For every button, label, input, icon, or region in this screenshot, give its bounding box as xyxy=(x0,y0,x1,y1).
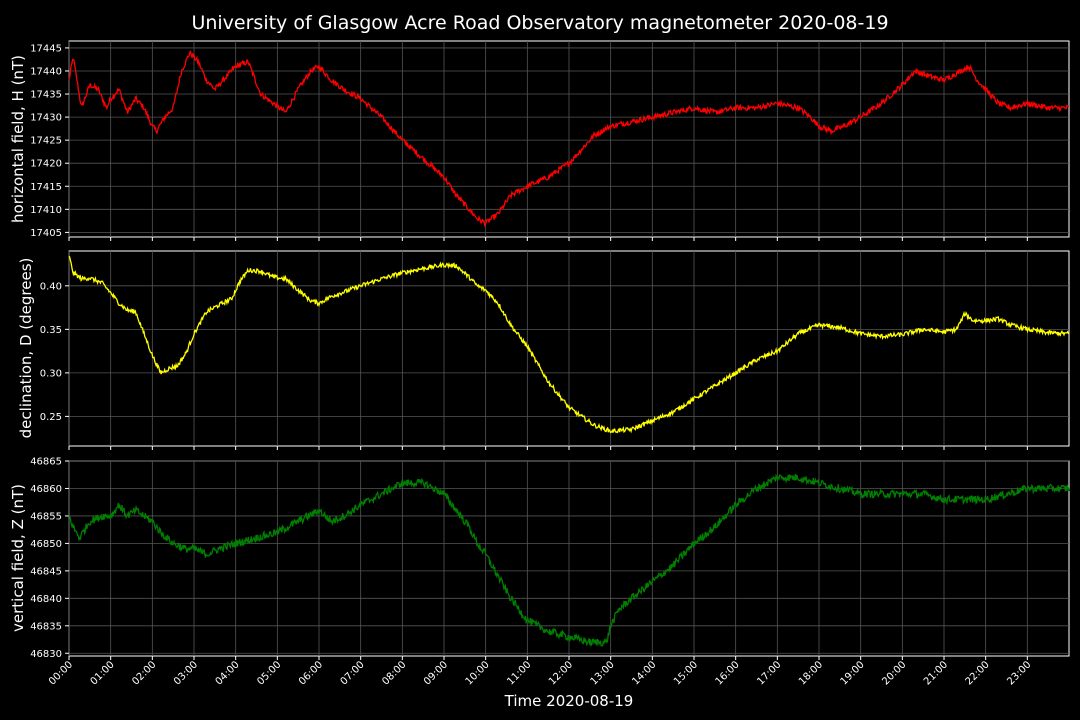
x-tick-label: 22:00 xyxy=(964,659,992,687)
panel-h-grid xyxy=(68,41,1069,241)
panel-h-series-line xyxy=(68,50,1070,228)
panel-vertical-field: 46830 46835 46840 46845 46850 46855 46860 46865… xyxy=(9,457,1070,660)
x-tick-label: 21:00 xyxy=(922,659,950,687)
y-tick-label: 0.35 xyxy=(40,325,62,336)
x-axis-label: Time 2020-08-19 xyxy=(504,692,634,710)
panel-z-series-line xyxy=(68,473,1070,647)
x-tick-label: 15:00 xyxy=(672,659,700,687)
y-tick-label: 17435 xyxy=(30,90,62,101)
y-tick-label: 46830 xyxy=(30,649,62,660)
panel-d-yticks: 0.25 0.30 0.35 0.40 xyxy=(40,281,69,423)
y-tick-label: 17440 xyxy=(30,66,62,77)
x-tick-label: 14:00 xyxy=(630,659,658,687)
panel-horizontal-field: 17405 17410 17415 17420 17425 17430 17435 17440… xyxy=(9,40,1070,241)
y-tick-label: 17430 xyxy=(30,113,62,124)
x-tick-label: 19:00 xyxy=(839,659,867,687)
panel-d-series-line xyxy=(68,255,1070,434)
x-tick-label: 10:00 xyxy=(464,659,492,687)
x-axis-ticks: 00:00 01:00 02:00 03:00 04:00 05:00 06:00 07:00… xyxy=(47,659,1033,687)
x-tick-label: 11:00 xyxy=(505,659,533,687)
x-tick-label: 07:00 xyxy=(339,659,367,687)
x-tick-label: 00:00 xyxy=(47,659,75,687)
panel-z-yticks: 46830 46835 46840 46845 46850 46855 46860 46865 xyxy=(30,457,69,660)
y-tick-label: 46850 xyxy=(30,539,62,550)
x-tick-label: 09:00 xyxy=(422,659,450,687)
x-tick-label: 20:00 xyxy=(880,659,908,687)
y-tick-label: 0.30 xyxy=(40,368,62,379)
x-tick-label: 18:00 xyxy=(797,659,825,687)
x-tick-label: 04:00 xyxy=(214,659,242,687)
y-tick-label: 46840 xyxy=(30,594,62,605)
y-tick-label: 46855 xyxy=(30,511,62,522)
x-tick-label: 13:00 xyxy=(589,659,617,687)
y-tick-label: 17445 xyxy=(30,43,62,54)
y-tick-label: 46860 xyxy=(30,484,62,495)
panel-d-ylabel: declination, D (degrees) xyxy=(17,258,35,439)
y-tick-label: 17410 xyxy=(30,205,62,216)
y-tick-label: 46865 xyxy=(30,457,62,468)
x-tick-label: 08:00 xyxy=(380,659,408,687)
x-tick-label: 03:00 xyxy=(172,659,200,687)
x-tick-label: 02:00 xyxy=(130,659,158,687)
panel-declination: 0.25 0.30 0.35 0.40 declination, D (degrees… xyxy=(17,250,1070,450)
y-tick-label: 17425 xyxy=(30,136,62,147)
panel-z-ylabel: vertical field, Z (nT) xyxy=(9,484,27,632)
x-tick-label: 06:00 xyxy=(297,659,325,687)
y-tick-label: 0.40 xyxy=(40,281,62,292)
y-tick-label: 17415 xyxy=(30,182,62,193)
x-tick-label: 17:00 xyxy=(755,659,783,687)
panel-d-grid xyxy=(68,251,1069,450)
y-tick-label: 46835 xyxy=(30,621,62,632)
x-tick-label: 05:00 xyxy=(255,659,283,687)
y-tick-label: 17405 xyxy=(30,228,62,239)
y-tick-label: 0.25 xyxy=(40,412,62,423)
x-tick-label: 23:00 xyxy=(1005,659,1033,687)
panel-h-yticks: 17405 17410 17415 17420 17425 17430 17435 17440… xyxy=(30,43,69,239)
x-tick-label: 16:00 xyxy=(714,659,742,687)
panel-z-grid xyxy=(68,460,1069,660)
panel-h-ylabel: horizontal field, H (nT) xyxy=(9,55,27,223)
x-tick-label: 12:00 xyxy=(547,659,575,687)
y-tick-label: 46845 xyxy=(30,566,62,577)
x-tick-label: 01:00 xyxy=(89,659,117,687)
y-tick-label: 17420 xyxy=(30,159,62,170)
chart-title: University of Glasgow Acre Road Observat… xyxy=(191,12,888,34)
